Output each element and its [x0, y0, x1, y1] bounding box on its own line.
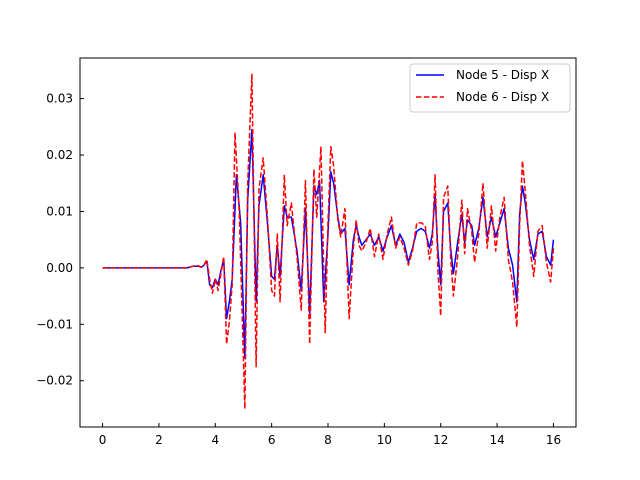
x-tick-label: 8 — [324, 433, 332, 447]
y-tick-label: 0.03 — [46, 92, 73, 106]
y-tick-label: 0.01 — [46, 204, 73, 218]
x-tick-label: 2 — [155, 433, 163, 447]
y-axis: −0.02 −0.01 0.00 0.01 0.02 0.03 — [36, 92, 84, 388]
legend: Node 5 - Disp X Node 6 - Disp X — [409, 63, 571, 113]
series-layer — [102, 73, 555, 410]
legend-label-node-6: Node 6 - Disp X — [456, 90, 549, 104]
x-tick-label: 12 — [433, 433, 448, 447]
legend-label-node-5: Node 5 - Disp X — [456, 68, 549, 82]
x-tick-label: 6 — [268, 433, 276, 447]
x-tick-label: 0 — [99, 433, 107, 447]
x-tick-label: 14 — [489, 433, 504, 447]
y-tick-label: −0.02 — [36, 374, 73, 388]
y-tick-label: 0.02 — [46, 148, 73, 162]
legend-box — [409, 63, 571, 113]
x-axis: 0 2 4 6 8 10 12 14 16 — [99, 423, 561, 447]
y-tick-label: −0.01 — [36, 317, 73, 331]
x-tick-label: 10 — [377, 433, 392, 447]
y-tick-label: 0.00 — [46, 261, 73, 275]
x-tick-label: 16 — [546, 433, 561, 447]
x-tick-label: 4 — [211, 433, 219, 447]
series-line-node-6 — [102, 73, 555, 410]
